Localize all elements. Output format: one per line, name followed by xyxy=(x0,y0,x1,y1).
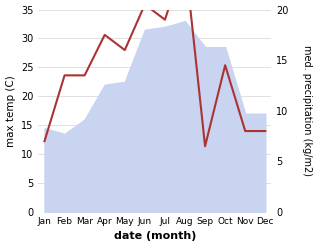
Y-axis label: med. precipitation (kg/m2): med. precipitation (kg/m2) xyxy=(302,45,313,176)
X-axis label: date (month): date (month) xyxy=(114,231,196,242)
Y-axis label: max temp (C): max temp (C) xyxy=(5,75,16,147)
